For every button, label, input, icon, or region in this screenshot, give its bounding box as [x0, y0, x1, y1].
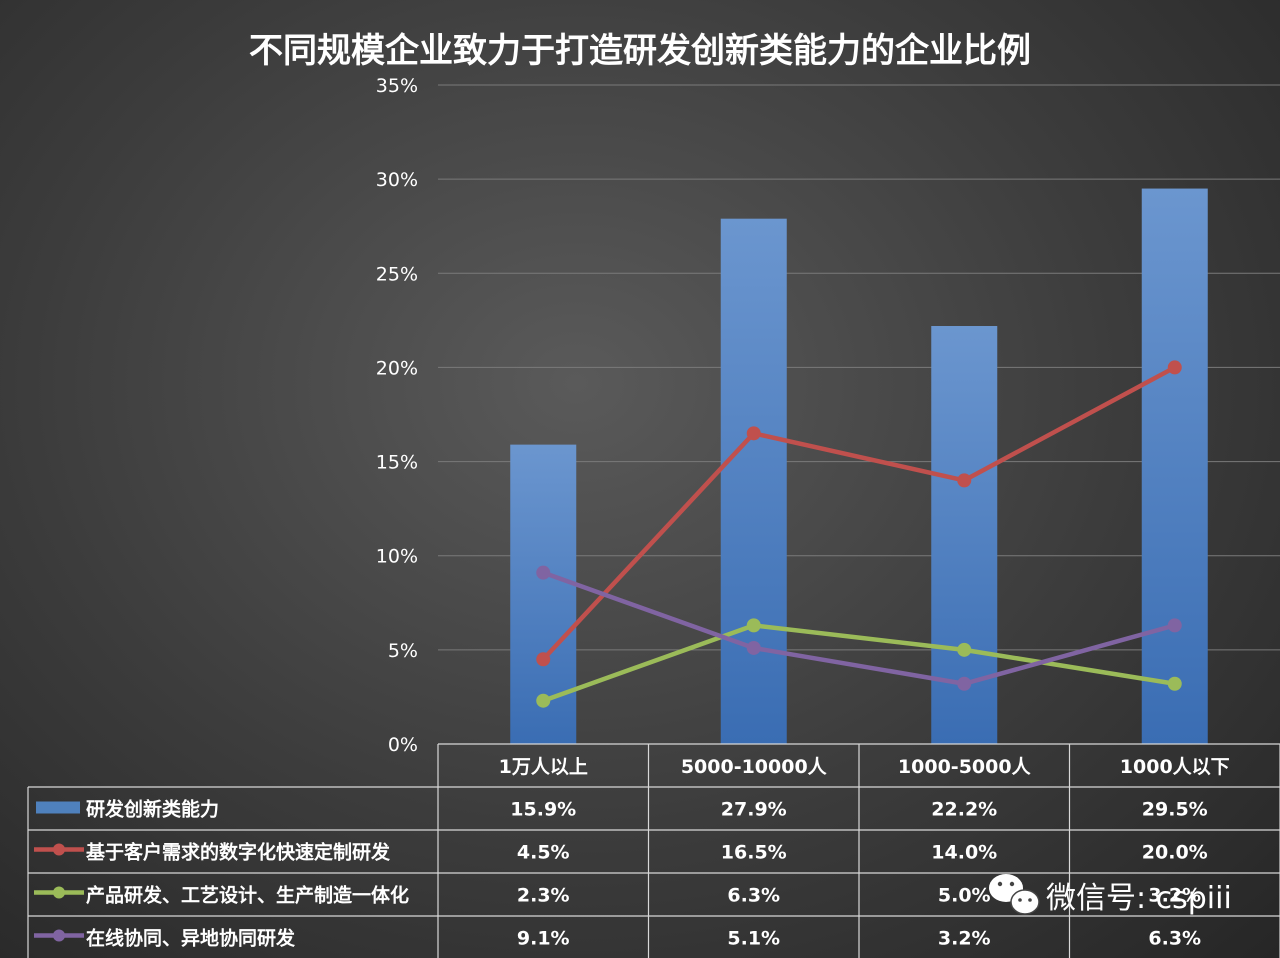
data-label: 2.3%	[517, 885, 570, 907]
chart-title: 不同规模企业致力于打造研发创新类能力的企业比例	[249, 31, 1031, 71]
data-label: 5.1%	[727, 928, 780, 950]
line-point	[746, 618, 761, 633]
legend-label: 产品研发、工艺设计、生产制造一体化	[86, 884, 409, 907]
x-tick-label: 1000-5000人	[898, 756, 1032, 778]
y-tick-label: 35%	[376, 75, 418, 97]
series-line	[542, 570, 1176, 686]
y-tick-label: 20%	[376, 357, 418, 379]
x-tick-label: 5000-10000人	[681, 756, 828, 778]
legend-marker	[53, 843, 65, 856]
y-tick-label: 10%	[376, 546, 418, 568]
line-point	[536, 693, 551, 708]
series-line	[542, 623, 1176, 703]
data-label: 6.3%	[1148, 928, 1201, 950]
data-label: 29.5%	[1142, 799, 1208, 821]
line-point	[536, 652, 551, 667]
data-label: 3.2%	[938, 928, 991, 950]
legend-marker	[53, 929, 65, 942]
bar	[1141, 188, 1208, 745]
data-label: 5.0%	[938, 885, 991, 907]
wechat-icon	[989, 874, 1040, 915]
x-tick-label: 1000人以下	[1120, 756, 1230, 778]
legend-label: 在线协同、异地协同研发	[86, 927, 296, 950]
data-label: 4.5%	[517, 842, 570, 864]
x-tick-label: 1万人以上	[499, 756, 588, 778]
legend-label: 基于客户需求的数字化快速定制研发	[85, 841, 391, 864]
y-tick-label: 15%	[376, 452, 418, 474]
data-label: 6.3%	[727, 885, 780, 907]
legend-swatch	[36, 801, 80, 814]
series-line	[541, 365, 1176, 661]
watermark-text: 微信号: cspiii	[1046, 881, 1232, 916]
data-label: 22.2%	[931, 799, 997, 821]
y-tick-label: 25%	[376, 263, 418, 285]
line-point	[1167, 618, 1182, 633]
y-tick-label: 30%	[376, 169, 418, 191]
line-point	[536, 565, 551, 580]
legend-marker	[53, 886, 65, 899]
y-tick-label: 0%	[388, 734, 418, 756]
data-label: 20.0%	[1142, 842, 1208, 864]
grid	[438, 84, 1280, 651]
line-point	[957, 642, 972, 657]
data-label: 16.5%	[721, 842, 787, 864]
bar	[931, 326, 998, 744]
line-series	[536, 360, 1182, 708]
watermark: 微信号: cspiii	[989, 874, 1232, 916]
data-label: 27.9%	[721, 799, 787, 821]
line-point	[1167, 676, 1182, 691]
data-label: 14.0%	[931, 842, 997, 864]
line-point	[746, 640, 761, 655]
legend-label: 研发创新类能力	[86, 798, 219, 821]
data-label: 9.1%	[517, 928, 570, 950]
line-point	[957, 473, 972, 488]
bar	[720, 218, 787, 744]
data-label: 3.2%	[1148, 885, 1201, 907]
data-label: 15.9%	[510, 799, 576, 821]
line-point	[1167, 360, 1182, 375]
data-table: 1万人以上 5000-10000人 1000-5000人 1000人以下研发创新类能力…	[27, 743, 1280, 958]
line-point	[957, 676, 972, 691]
bar-series	[510, 188, 1208, 745]
y-axis-ticks: 0% 5% 10% 15% 20% 25% 30% 35%	[376, 75, 418, 756]
line-point	[746, 426, 761, 441]
y-tick-label: 5%	[388, 640, 418, 662]
